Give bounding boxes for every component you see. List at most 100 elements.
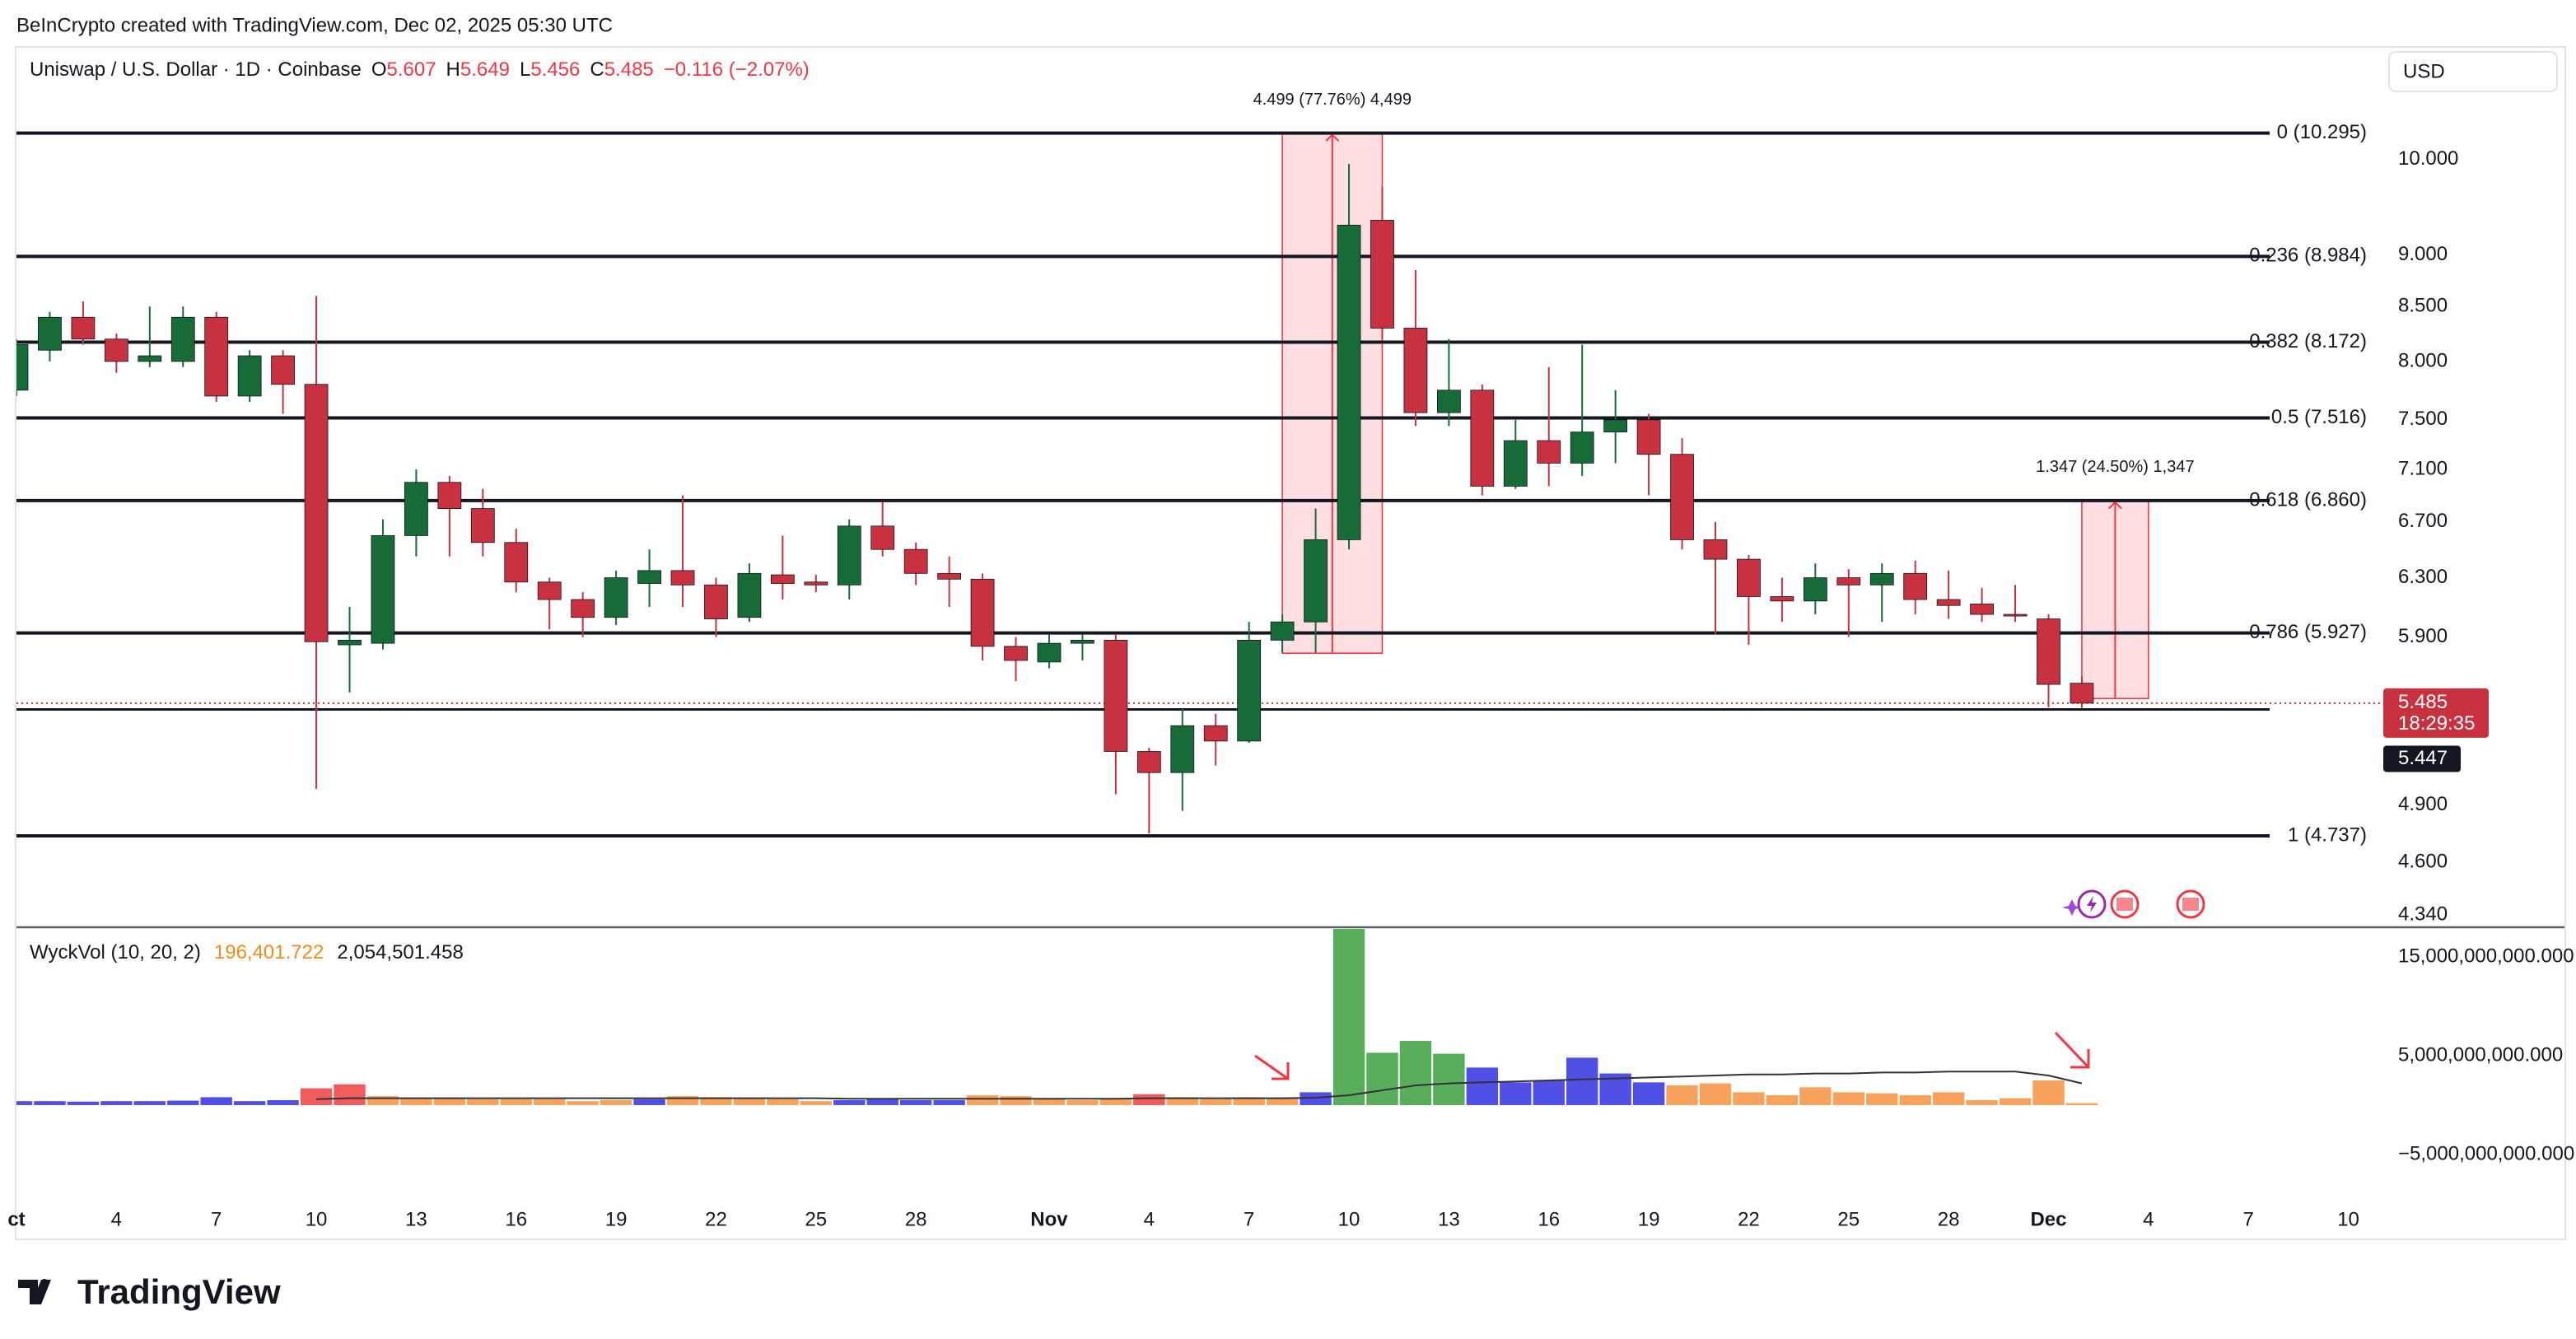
x-tick-label: 16: [505, 1208, 527, 1230]
volume-bar: [200, 1097, 232, 1105]
volume-bar: [1399, 1040, 1432, 1105]
x-tick-label: 13: [1438, 1208, 1460, 1230]
currency[interactable]: USD: [2403, 60, 2445, 82]
candle-body: [770, 574, 795, 584]
chart-frame: [15, 46, 2566, 1240]
candle-body: [604, 577, 628, 618]
y-tick-label: 7.500: [2398, 408, 2448, 430]
candle-body: [371, 535, 395, 644]
candle-body: [637, 570, 661, 584]
fib-label: 0.236 (8.984): [2249, 245, 2367, 267]
candle-body: [1104, 639, 1128, 752]
candle-body: [1370, 220, 1394, 329]
candle-body: [338, 639, 362, 646]
volume-ma-line: [315, 1071, 2083, 1100]
candle-body: [1636, 419, 1661, 455]
x-tick-label: Nov: [1030, 1208, 1068, 1230]
candle-body: [404, 482, 428, 536]
volume-bar: [2032, 1080, 2065, 1105]
volume-bar: [1632, 1082, 1665, 1105]
fib-label: 0.618 (6.860): [2249, 488, 2367, 511]
candle-body: [470, 508, 495, 544]
volume-bar: [1999, 1098, 2032, 1105]
candle-body: [1603, 419, 1628, 433]
volume-bar: [1133, 1094, 1165, 1105]
fib-label: 0.786 (5.927): [2249, 621, 2367, 643]
volume-bar: [167, 1100, 199, 1105]
candle-body: [237, 355, 262, 397]
candle-body: [804, 581, 828, 586]
x-tick-label: 13: [405, 1208, 427, 1230]
last-price-box: [2383, 688, 2489, 738]
y-tick-label: 6.300: [2398, 566, 2448, 588]
volume-bar: [600, 1099, 632, 1105]
x-tick-label: ct: [7, 1208, 25, 1230]
x-tick-label: 16: [1538, 1208, 1560, 1230]
volume-bar: [1966, 1099, 1998, 1105]
volume-bar: [1932, 1092, 1965, 1105]
x-tick-label: 7: [211, 1208, 222, 1230]
candle-body: [571, 599, 595, 618]
volume-bar: [767, 1099, 799, 1105]
candle-body: [504, 542, 529, 583]
volume-bar: [833, 1099, 866, 1105]
ohlc-key: L: [520, 58, 530, 81]
volume-bar: [1533, 1080, 1565, 1105]
y-tick-label: −5,000,000,000.000: [2398, 1142, 2574, 1164]
candle-body: [437, 482, 462, 509]
candle-body: [1936, 599, 1961, 606]
volume-bar: [433, 1098, 466, 1105]
candle-body: [704, 584, 728, 619]
x-tick-label: 10: [1338, 1208, 1360, 1230]
x-tick-label: 28: [1938, 1208, 1960, 1230]
candle-body: [537, 581, 562, 600]
volume-bar: [1566, 1057, 1598, 1105]
range-label: 4.499 (77.76%) 4,499: [1253, 91, 1412, 109]
volume-bar: [1366, 1052, 1398, 1105]
candle-body: [104, 338, 128, 362]
currency-button[interactable]: [2388, 51, 2558, 92]
event-icon: [2087, 896, 2097, 912]
candle-body: [903, 548, 928, 574]
candle-body: [304, 384, 329, 642]
logo-mark: [40, 1279, 49, 1287]
volume-bar: [467, 1099, 499, 1105]
credit: BeInCrypto created with TradingView.com,…: [16, 14, 613, 36]
volume-bar: [1200, 1099, 1232, 1105]
event-icon[interactable]: [2062, 899, 2082, 916]
volume-bar: [366, 1096, 399, 1105]
y-tick-label: 5.900: [2398, 625, 2448, 647]
annotation-arrow: [2054, 1031, 2090, 1069]
volume-bar: [100, 1101, 133, 1105]
candle-body: [1004, 646, 1028, 661]
ohlc-key: O: [371, 58, 387, 81]
volume-bar: [899, 1099, 932, 1105]
x-tick-label: 28: [905, 1208, 927, 1230]
fib-label: 0 (10.295): [2277, 121, 2367, 143]
price-line-label: 5.447: [2398, 747, 2448, 769]
legend: Uniswap / U.S. Dollar · 1D · Coinbase O5.…: [30, 58, 810, 81]
volume-bar: [633, 1099, 665, 1105]
volume-bar: [966, 1094, 999, 1105]
volume-bar: [534, 1099, 566, 1105]
volume-bar: [567, 1101, 599, 1105]
volume-bar: [1799, 1087, 1832, 1105]
fib-label: 0.382 (8.172): [2249, 330, 2367, 352]
candle-body: [1903, 572, 1928, 600]
volume-bar: [400, 1098, 432, 1105]
y-tick-label: 8.000: [2398, 349, 2448, 371]
candle-body: [1037, 642, 1062, 663]
volume-bar: [1866, 1093, 1898, 1105]
candle-body: [737, 572, 762, 618]
fib-label: 1 (4.737): [2288, 823, 2367, 846]
candle-body: [170, 316, 195, 362]
volume-bar: [1466, 1067, 1499, 1105]
volume-bar: [1766, 1094, 1799, 1105]
volume-bar: [933, 1099, 965, 1105]
volume-bar: [1266, 1098, 1299, 1105]
symbol: Uniswap / U.S. Dollar · 1D · Coinbase: [30, 58, 362, 81]
candle-body: [1203, 725, 1228, 742]
candle-body: [1071, 639, 1094, 644]
